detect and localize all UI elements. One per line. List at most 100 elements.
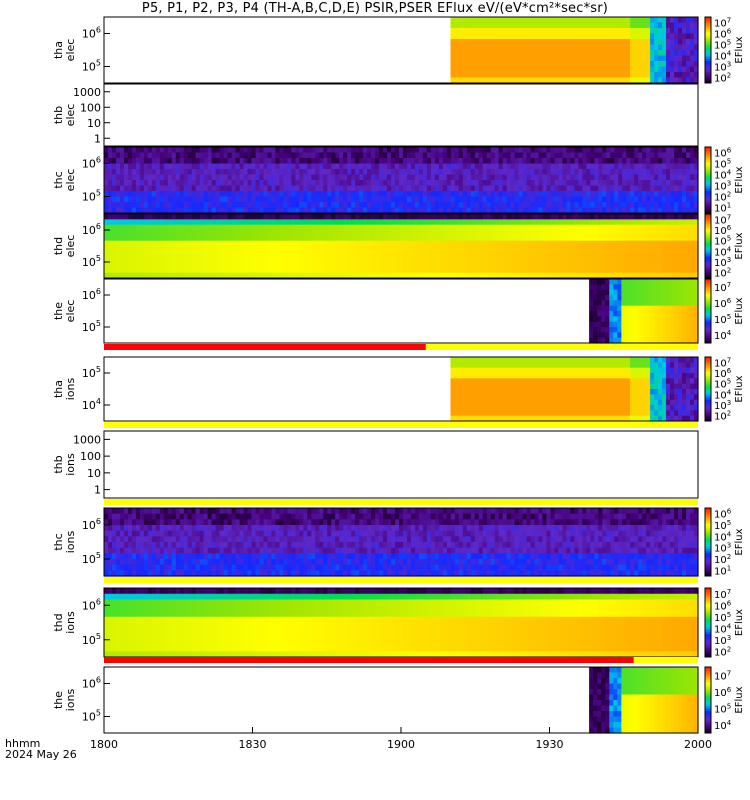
spectrogram-cell xyxy=(498,28,503,35)
spectrogram-cell xyxy=(311,174,316,181)
spectrogram-cell xyxy=(279,185,284,192)
spectrogram-cell xyxy=(458,405,464,411)
spectrogram-cell xyxy=(650,256,655,263)
spectrogram-cell xyxy=(606,174,611,181)
spectrogram-cell xyxy=(490,389,496,395)
spectrogram-cell xyxy=(506,28,511,35)
spectrogram-cell xyxy=(630,152,635,159)
spectrogram-cell xyxy=(642,22,647,29)
spectrogram-cell xyxy=(518,180,524,187)
spectrogram-cell xyxy=(191,158,197,165)
spectrogram-cell xyxy=(295,207,300,214)
spectrogram-cell xyxy=(299,207,304,214)
spectrogram-cell xyxy=(263,240,269,247)
spectrogram-cell xyxy=(486,219,492,226)
y-tick-label: 105 xyxy=(82,189,101,204)
spectrogram-cell xyxy=(454,174,460,181)
spectrogram-cell xyxy=(115,240,121,247)
spectrogram-cell xyxy=(430,196,436,203)
spectrogram-cell xyxy=(590,55,595,62)
spectrogram-cell xyxy=(630,272,635,279)
spectrogram-cell xyxy=(518,33,523,40)
spectrogram-cell xyxy=(458,180,464,187)
spectrogram-cell xyxy=(650,219,655,226)
spectrogram-cell xyxy=(530,174,536,181)
spectrogram-cell xyxy=(662,72,667,79)
spectrogram-cell xyxy=(402,262,408,268)
spectrogram-cell xyxy=(546,55,551,62)
spectrogram-cell xyxy=(657,327,663,333)
spectrogram-cell xyxy=(694,22,699,29)
spectrogram-cell xyxy=(347,169,352,176)
spectrogram-cell xyxy=(323,152,328,159)
spectrogram-cell xyxy=(658,39,663,46)
spectrogram-cell xyxy=(119,267,125,274)
spectrogram-cell xyxy=(506,235,512,242)
spectrogram-cell xyxy=(634,262,639,268)
spectrogram-cell xyxy=(637,279,643,285)
spectrogram-cell xyxy=(598,219,603,226)
spectrogram-cell xyxy=(347,196,352,203)
spectrogram-cell xyxy=(387,267,392,274)
spectrogram-cell xyxy=(139,191,145,198)
spectrogram-cell xyxy=(406,169,412,176)
spectrogram-cell xyxy=(199,147,205,154)
spectrogram-cell xyxy=(179,207,185,214)
spectrogram-cell xyxy=(199,251,205,258)
spectrogram-cell xyxy=(379,191,384,198)
spectrogram-cell xyxy=(594,272,599,279)
spectrogram-cell xyxy=(375,185,380,192)
spectrogram-cell xyxy=(466,44,472,51)
spectrogram-cell xyxy=(502,50,507,57)
spectrogram-cell xyxy=(111,196,117,203)
spectrogram-cell xyxy=(438,202,444,209)
spectrogram-tha-elec xyxy=(450,17,699,84)
spectrogram-cell xyxy=(163,163,169,170)
spectrogram-cell xyxy=(510,214,516,220)
spectrogram-cell xyxy=(622,262,627,268)
spectrogram-cell xyxy=(542,147,548,154)
spectrogram-cell xyxy=(642,219,647,226)
spectrogram-cell xyxy=(626,202,631,209)
spectrogram-cell xyxy=(558,22,563,29)
spectrogram-cell xyxy=(694,72,699,79)
spectrogram-cell xyxy=(319,256,324,263)
spectrogram-cell xyxy=(363,219,368,226)
spectrogram-cell xyxy=(239,147,245,154)
spectrogram-cell xyxy=(658,224,663,231)
spectrogram-cell xyxy=(239,230,245,236)
spectrogram-cell xyxy=(410,267,416,274)
spectrogram-cell xyxy=(123,207,129,214)
spectrogram-cell xyxy=(602,147,607,154)
spectrogram-cell xyxy=(191,180,197,187)
spectrogram-cell xyxy=(319,185,324,192)
spectrogram-cell xyxy=(633,316,639,323)
spectrogram-cell xyxy=(626,163,631,170)
spectrogram-cell xyxy=(602,240,607,247)
spectrogram-cell xyxy=(391,251,396,258)
spectrogram-cell xyxy=(558,163,564,170)
spectrogram-cell xyxy=(454,405,460,411)
spectrogram-cell xyxy=(562,77,567,84)
spectrogram-cell xyxy=(147,214,153,220)
spectrogram-cell xyxy=(582,158,587,165)
spectrogram-cell xyxy=(574,163,580,170)
spectrogram-cell xyxy=(359,180,364,187)
spectrogram-cell xyxy=(183,235,189,242)
spectrogram-cell xyxy=(630,246,635,252)
spectrogram-cell xyxy=(498,224,504,231)
spectrogram-cell xyxy=(450,240,456,247)
spectrogram-cell xyxy=(602,152,607,159)
spectrogram-cell xyxy=(379,214,384,220)
spectrogram-cell xyxy=(506,240,512,247)
spectrogram-cell xyxy=(610,230,615,236)
spectrogram-cell xyxy=(538,33,543,40)
y-axis-label: thaelec xyxy=(52,39,77,62)
spectrogram-cell xyxy=(426,256,432,263)
spectrogram-cell xyxy=(219,202,225,209)
spectrogram-cell xyxy=(450,246,456,252)
spectrogram-cell xyxy=(470,256,476,263)
spectrogram-cell xyxy=(554,147,560,154)
spectrogram-cell xyxy=(155,272,161,279)
spectrogram-cell xyxy=(534,169,540,176)
